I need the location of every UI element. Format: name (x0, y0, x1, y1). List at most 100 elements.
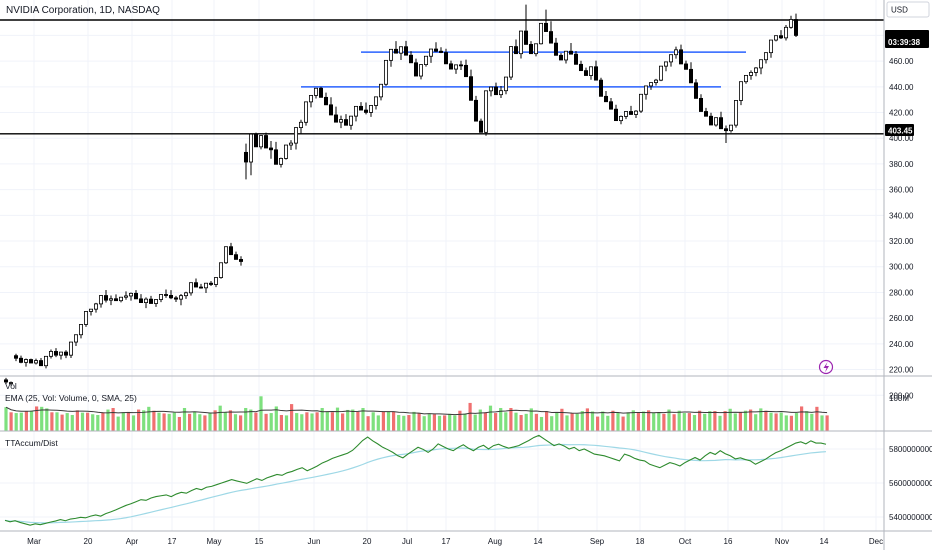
volume-bar (789, 415, 793, 431)
volume-bar (269, 413, 273, 431)
volume-bar (749, 409, 753, 431)
lightning-icon[interactable] (818, 359, 834, 375)
candle-down (443, 52, 448, 65)
price-tick-label: 440.00 (889, 83, 914, 92)
volume-bar (708, 411, 712, 431)
volume-bar (96, 415, 100, 431)
candle-down (163, 294, 168, 296)
candle-up (23, 359, 28, 363)
price-tick-label: 220.00 (889, 366, 914, 375)
volume-bar (101, 412, 105, 431)
candle-up (203, 282, 208, 289)
candle-up (428, 48, 433, 57)
candle-down (604, 95, 609, 103)
candle-up (789, 19, 794, 28)
candle-down (148, 298, 153, 304)
candle-down (514, 46, 519, 55)
volume-bar (550, 416, 554, 431)
candle-up (589, 66, 594, 76)
candle-up (368, 105, 373, 113)
candle-up (158, 294, 163, 300)
volume-bar (743, 410, 748, 431)
time-tick-label: 14 (534, 537, 543, 546)
volume-bar (264, 413, 268, 431)
volume-bar (570, 413, 574, 431)
volume-bar (14, 413, 18, 431)
volume-bar (514, 412, 518, 431)
candle-up (453, 64, 458, 70)
volume-bar (182, 407, 187, 431)
volume-bar (137, 409, 141, 431)
candle-up (213, 277, 218, 285)
candle-up (619, 115, 624, 122)
volume-bar (539, 416, 544, 431)
accum-dist-line (4, 434, 827, 526)
candle-up (423, 55, 428, 65)
candle-up (749, 72, 754, 76)
price-tick-label: 300.00 (889, 263, 914, 272)
candle-down (263, 135, 268, 149)
candle-up (303, 101, 308, 123)
candle-up (498, 90, 503, 96)
currency-button[interactable]: USD (886, 1, 930, 18)
volume-bar (611, 410, 615, 431)
price-axis: 480.00460.00440.00420.00400.00380.00360.… (889, 31, 914, 400)
candle-up (248, 133, 253, 163)
time-tick-label: 20 (84, 537, 93, 546)
candle-up (388, 48, 393, 61)
volume-bar (407, 415, 411, 431)
candle-down (594, 66, 599, 81)
volume-bar (631, 410, 635, 431)
volume-bar (50, 412, 54, 431)
candle-down (554, 42, 559, 56)
volume-bar (341, 413, 345, 431)
candle-down (549, 31, 554, 44)
volume-bar (29, 410, 34, 431)
volume-bar (636, 412, 640, 431)
volume-bar (203, 415, 207, 431)
candle-down (228, 246, 233, 256)
candle-up (769, 39, 774, 54)
candle-up (99, 295, 104, 305)
volume-bar (213, 410, 217, 431)
candle-up (714, 117, 719, 126)
volume-bar (805, 411, 809, 431)
candle-down (544, 22, 549, 32)
candle-up (774, 35, 779, 41)
volume-bar (35, 406, 39, 431)
candle-up (488, 86, 493, 92)
volume-bar (142, 410, 146, 431)
volume-bar (453, 415, 457, 431)
volume-bar (351, 409, 355, 431)
candle-up (153, 299, 158, 304)
volume-bars (4, 396, 829, 431)
volume-bar (366, 416, 370, 431)
volume-bar (346, 409, 350, 431)
candle-down (413, 62, 418, 77)
accum-dist-lines (4, 434, 827, 526)
volume-bar (417, 413, 421, 431)
price-tick-label: 400.00 (889, 134, 914, 143)
volume-bar (825, 415, 829, 431)
chart-title: NVIDIA Corporation, 1D, NASDAQ (6, 5, 160, 16)
candle-down (233, 254, 238, 260)
candle-down (238, 259, 243, 262)
candle-down (794, 19, 799, 36)
volume-bar (157, 412, 161, 431)
candle-down (343, 119, 348, 126)
candle-down (719, 117, 724, 130)
candle-down (358, 105, 363, 111)
candle-up (183, 292, 188, 297)
volume-bar (606, 415, 610, 431)
candle-down (709, 115, 714, 126)
time-tick-label: 16 (724, 537, 733, 546)
candle-down (629, 111, 634, 115)
volume-bar (560, 408, 564, 431)
volume-bar (65, 413, 69, 431)
candle-down (699, 97, 704, 112)
candle-up (84, 311, 89, 325)
volume-bar (769, 412, 773, 431)
volume-bar (687, 413, 691, 431)
volume-bar (601, 411, 605, 431)
volume-bar (473, 414, 477, 431)
